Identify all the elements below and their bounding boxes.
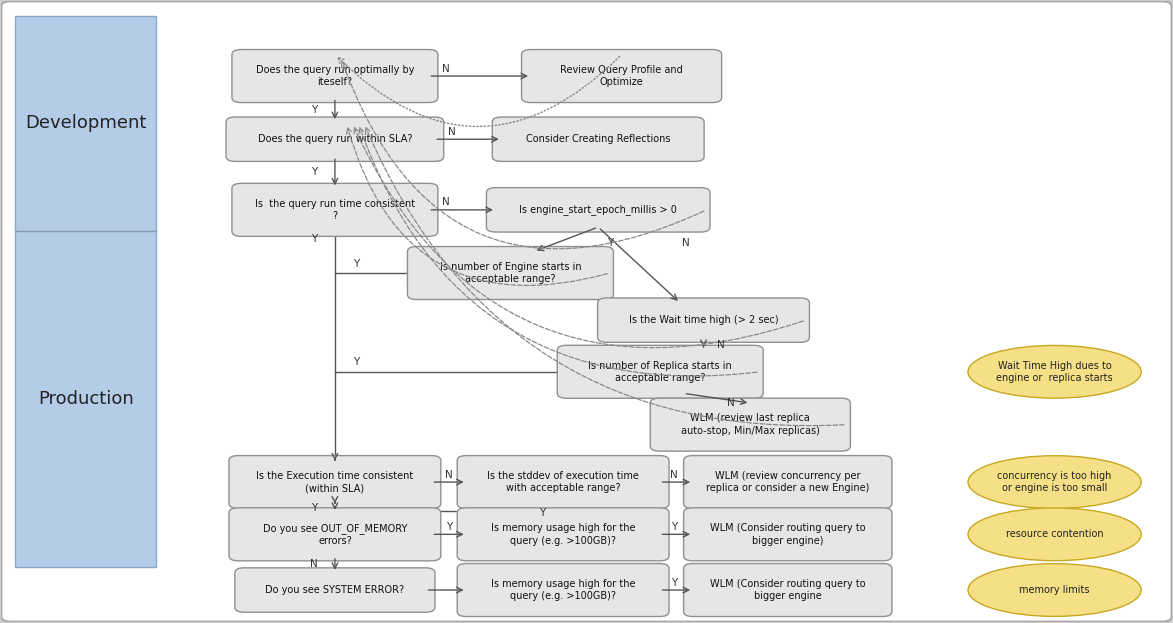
Text: N: N: [717, 340, 725, 350]
Text: Y: Y: [311, 105, 317, 115]
Ellipse shape: [968, 564, 1141, 616]
Ellipse shape: [968, 455, 1141, 508]
Text: WLM (review last replica
auto-stop, Min/Max replicas): WLM (review last replica auto-stop, Min/…: [680, 414, 820, 436]
Text: Y: Y: [311, 234, 317, 244]
Text: memory limits: memory limits: [1019, 585, 1090, 595]
Text: Y: Y: [353, 358, 359, 368]
Text: Consider Creating Reflections: Consider Creating Reflections: [526, 134, 671, 144]
FancyBboxPatch shape: [650, 398, 850, 451]
FancyBboxPatch shape: [15, 16, 156, 231]
FancyBboxPatch shape: [684, 564, 891, 617]
FancyBboxPatch shape: [487, 188, 710, 232]
Text: Y: Y: [606, 237, 613, 247]
Text: Y: Y: [353, 259, 359, 269]
Text: Is the stddev of execution time
with acceptable range?: Is the stddev of execution time with acc…: [487, 471, 639, 493]
FancyBboxPatch shape: [15, 231, 156, 567]
Text: N: N: [726, 397, 734, 407]
Text: resource contention: resource contention: [1005, 530, 1104, 540]
Text: Does the query run optimally by
iteself?: Does the query run optimally by iteself?: [256, 65, 414, 87]
Text: Do you see OUT_OF_MEMORY
errors?: Do you see OUT_OF_MEMORY errors?: [263, 523, 407, 546]
Text: Is  the query run time consistent
?: Is the query run time consistent ?: [255, 199, 415, 221]
FancyBboxPatch shape: [684, 455, 891, 508]
FancyBboxPatch shape: [457, 564, 669, 617]
Text: Y: Y: [311, 168, 317, 178]
Text: Is memory usage high for the
query (e.g. >100GB)?: Is memory usage high for the query (e.g.…: [490, 579, 636, 601]
Text: N: N: [670, 470, 678, 480]
Text: Y: Y: [671, 522, 677, 532]
Text: Review Query Profile and
Optimize: Review Query Profile and Optimize: [561, 65, 683, 87]
FancyBboxPatch shape: [597, 298, 809, 342]
Text: Y: Y: [538, 508, 545, 518]
FancyBboxPatch shape: [493, 117, 704, 161]
Ellipse shape: [968, 345, 1141, 398]
Text: Y: Y: [446, 522, 452, 532]
FancyBboxPatch shape: [522, 50, 721, 103]
FancyBboxPatch shape: [557, 345, 764, 398]
Text: Does the query run within SLA?: Does the query run within SLA?: [258, 134, 412, 144]
Text: Is engine_start_epoch_millis > 0: Is engine_start_epoch_millis > 0: [520, 204, 677, 216]
Text: Is the Wait time high (> 2 sec): Is the Wait time high (> 2 sec): [629, 315, 779, 325]
Text: Do you see SYSTEM ERROR?: Do you see SYSTEM ERROR?: [265, 585, 405, 595]
FancyBboxPatch shape: [684, 508, 891, 561]
Text: Development: Development: [25, 115, 147, 133]
Text: Wait Time High dues to
engine or  replica starts: Wait Time High dues to engine or replica…: [996, 361, 1113, 383]
Text: N: N: [442, 64, 450, 74]
Ellipse shape: [968, 508, 1141, 561]
Text: Is the Execution time consistent
(within SLA): Is the Execution time consistent (within…: [256, 471, 414, 493]
FancyBboxPatch shape: [232, 50, 438, 103]
Text: N: N: [310, 559, 318, 569]
Text: N: N: [448, 126, 456, 137]
Text: Production: Production: [38, 390, 134, 408]
Text: N: N: [442, 197, 450, 207]
FancyBboxPatch shape: [407, 247, 613, 300]
FancyBboxPatch shape: [229, 508, 441, 561]
Text: N: N: [682, 237, 690, 247]
Text: Y: Y: [671, 578, 677, 587]
Text: Is memory usage high for the
query (e.g. >100GB)?: Is memory usage high for the query (e.g.…: [490, 523, 636, 546]
Text: N: N: [445, 470, 453, 480]
Text: Y: Y: [311, 503, 317, 513]
Text: WLM (Consider routing query to
bigger engine): WLM (Consider routing query to bigger en…: [710, 523, 866, 546]
Text: WLM (review concurrency per
replica or consider a new Engine): WLM (review concurrency per replica or c…: [706, 471, 869, 493]
FancyBboxPatch shape: [226, 117, 443, 161]
Text: concurrency is too high
or engine is too small: concurrency is too high or engine is too…: [997, 471, 1112, 493]
Text: Is number of Engine starts in
acceptable range?: Is number of Engine starts in acceptable…: [440, 262, 582, 284]
FancyBboxPatch shape: [229, 455, 441, 508]
Text: WLM (Consider routing query to
bigger engine: WLM (Consider routing query to bigger en…: [710, 579, 866, 601]
FancyBboxPatch shape: [457, 508, 669, 561]
Text: Is number of Replica starts in
acceptable range?: Is number of Replica starts in acceptabl…: [589, 361, 732, 383]
FancyBboxPatch shape: [232, 183, 438, 236]
FancyBboxPatch shape: [235, 568, 435, 612]
FancyBboxPatch shape: [457, 455, 669, 508]
